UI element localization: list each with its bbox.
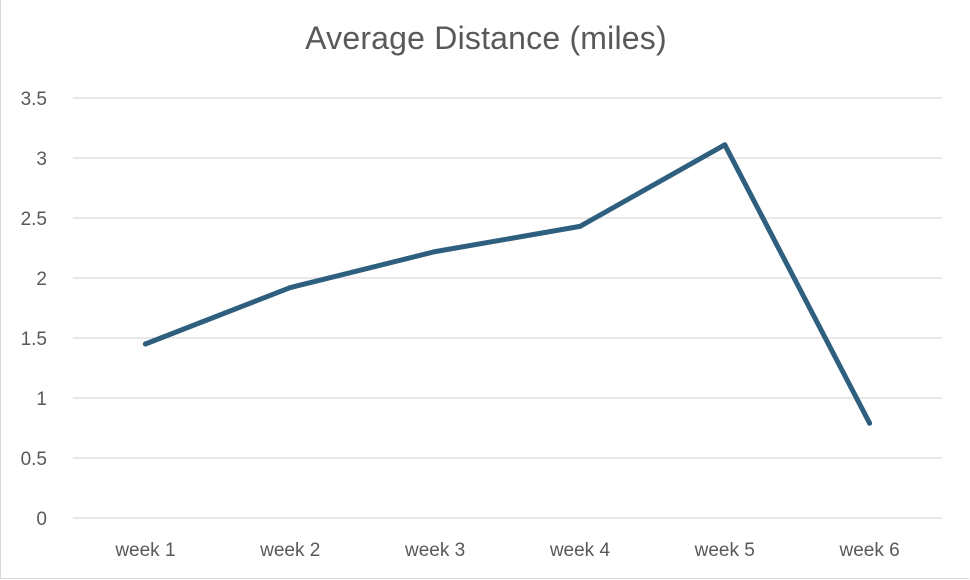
y-tick-label: 0: [36, 509, 47, 530]
y-tick-label: 1.5: [21, 329, 47, 350]
x-tick-label: week 6: [838, 540, 899, 561]
x-axis-ticks: week 1 week 2 week 3 week 4 week 5 week 6: [114, 540, 899, 561]
data-point: [142, 341, 148, 347]
gridlines: [73, 97, 942, 519]
x-tick-label: week 4: [549, 540, 611, 561]
data-point: [432, 249, 438, 255]
x-tick-label: week 1: [114, 540, 175, 561]
series-line: [142, 142, 873, 426]
data-point: [287, 285, 293, 291]
y-tick-label: 2.5: [21, 209, 47, 230]
y-tick-label: 1: [36, 389, 47, 410]
x-tick-label: week 5: [694, 540, 755, 561]
y-tick-label: 3: [36, 149, 47, 170]
x-tick-label: week 3: [404, 540, 465, 561]
y-tick-label: 3.5: [21, 89, 47, 110]
data-point: [867, 420, 873, 426]
y-tick-label: 0.5: [21, 449, 47, 470]
series-layer: [142, 142, 873, 426]
y-tick-label: 2: [36, 269, 47, 290]
data-point: [577, 223, 583, 229]
chart-title: Average Distance (miles): [305, 20, 667, 56]
x-tick-label: week 2: [259, 540, 320, 561]
y-axis-ticks: 0 0.5 1 1.5 2 2.5 3 3.5: [21, 89, 47, 530]
data-point: [722, 142, 728, 148]
